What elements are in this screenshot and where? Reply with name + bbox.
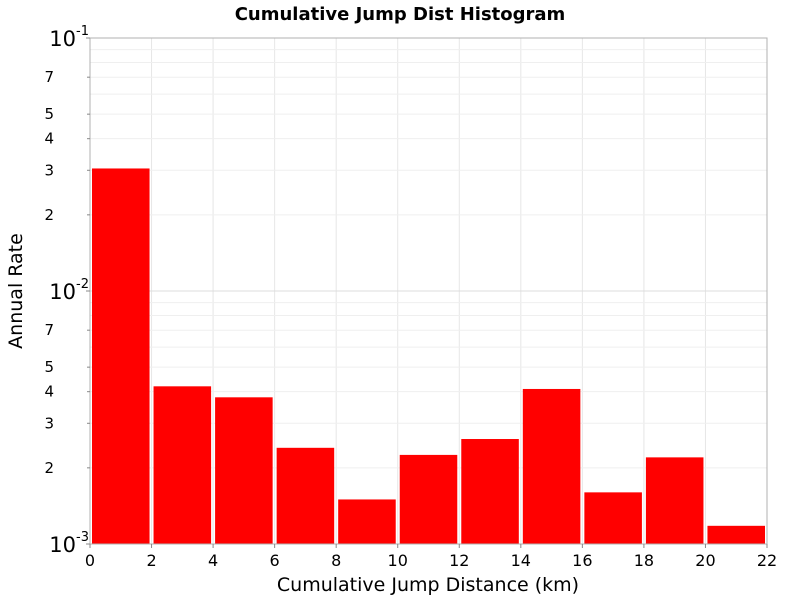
x-tick-label: 4 (208, 551, 218, 570)
y-major-tick-label: 10 (49, 533, 76, 557)
x-tick-label: 12 (449, 551, 469, 570)
histogram-bar-7 (461, 439, 519, 544)
histogram-bar-6 (399, 454, 458, 544)
histogram-bar-5 (338, 499, 396, 544)
x-axis-label: Cumulative Jump Distance (km) (277, 574, 579, 596)
y-major-tick-label: 10 (49, 280, 76, 304)
x-tick-label: 2 (146, 551, 156, 570)
y-major-tick-exponent: -3 (76, 530, 89, 545)
histogram-bar-10 (645, 457, 704, 544)
y-minor-tick-label: 2 (44, 206, 54, 224)
y-minor-tick-label: 7 (44, 321, 54, 339)
y-minor-tick-label: 7 (44, 68, 54, 86)
y-axis-label: Annual Rate (5, 233, 27, 349)
x-tick-label: 10 (388, 551, 408, 570)
grid-lines (89, 38, 768, 545)
histogram-bar-4 (276, 447, 335, 544)
y-minor-tick-label: 5 (44, 105, 54, 123)
y-minor-tick-label: 4 (44, 383, 54, 401)
histogram-bar-1 (92, 168, 150, 544)
y-minor-tick-label: 2 (44, 459, 54, 477)
x-tick-label: 16 (572, 551, 592, 570)
x-tick-label: 20 (695, 551, 715, 570)
x-tick-label: 14 (511, 551, 531, 570)
y-major-tick-label: 10 (49, 27, 76, 51)
y-minor-tick-label: 4 (44, 130, 54, 148)
bars (92, 168, 765, 544)
x-tick-label: 0 (85, 551, 95, 570)
x-tick-label: 8 (331, 551, 341, 570)
histogram-bar-2 (153, 386, 212, 544)
x-axis-ticks: 0 2 4 6 8 10 12 14 16 18 20 22 (85, 544, 777, 570)
y-major-tick-exponent: -2 (76, 277, 89, 292)
x-tick-label: 18 (634, 551, 654, 570)
histogram-bar-9 (584, 492, 642, 544)
histogram-bar-11 (707, 525, 765, 544)
y-minor-tick-label: 5 (44, 358, 54, 376)
y-major-tick-exponent: -1 (76, 24, 89, 39)
chart-title: Cumulative Jump Dist Histogram (235, 4, 566, 25)
x-tick-label: 6 (270, 551, 280, 570)
x-tick-label: 22 (757, 551, 777, 570)
y-minor-tick-label: 3 (44, 414, 54, 432)
y-minor-tick-label: 3 (44, 161, 54, 179)
histogram-bar-8 (522, 388, 581, 544)
histogram-bar-3 (215, 397, 273, 544)
